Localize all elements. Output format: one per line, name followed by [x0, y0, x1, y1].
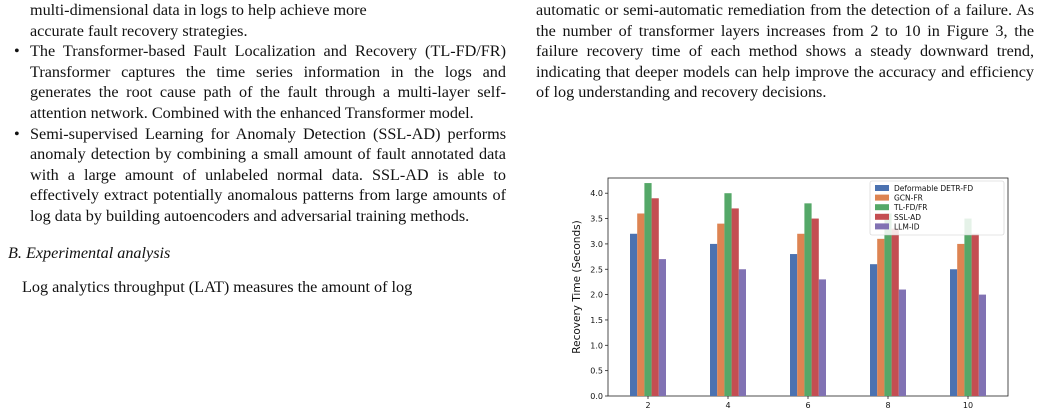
- x-tick-label: 10: [963, 401, 973, 410]
- x-tick-label: 2: [645, 401, 650, 410]
- legend-swatch: [875, 213, 889, 220]
- x-axis-label: Number of Transformer Layers: [728, 409, 888, 410]
- legend-label: Deformable DETR-FD: [894, 184, 973, 193]
- bar: [651, 198, 659, 396]
- bar: [877, 238, 885, 396]
- bar: [658, 259, 666, 396]
- bar: [717, 223, 725, 396]
- y-tick-label: 0.0: [590, 392, 603, 401]
- y-tick-label: 3.0: [590, 240, 603, 249]
- bar: [818, 279, 826, 396]
- bullet-item-tl-fdfr: • The Transformer-based Fault Localizati…: [8, 41, 506, 123]
- left-column: multi-dimensional data in logs to help a…: [8, 0, 506, 298]
- intro-line-2: accurate fault recovery strategies.: [30, 21, 248, 40]
- bullet-icon: •: [14, 124, 20, 143]
- bar: [950, 269, 958, 396]
- bullet-icon: •: [14, 42, 20, 61]
- legend-swatch: [875, 204, 889, 211]
- bar: [738, 269, 746, 396]
- section-heading: B. Experimental analysis: [8, 243, 171, 262]
- y-tick-label: 1.0: [590, 341, 603, 350]
- bar: [978, 294, 986, 396]
- bar: [971, 233, 979, 396]
- bar: [637, 213, 645, 396]
- bar: [884, 213, 892, 396]
- bullet-text: Semi-supervised Learning for Anomaly Det…: [30, 124, 506, 225]
- y-tick-label: 0.5: [590, 367, 603, 376]
- bar: [964, 218, 972, 396]
- bar: [898, 289, 906, 396]
- bar: [630, 233, 638, 396]
- x-tick-label: 8: [885, 401, 890, 410]
- legend-swatch: [875, 185, 889, 191]
- bar: [804, 203, 812, 396]
- bar: [644, 183, 652, 396]
- y-tick-label: 3.5: [590, 215, 603, 224]
- bar: [710, 243, 718, 396]
- legend-label: LLM-ID: [894, 222, 920, 231]
- intro-line-1: multi-dimensional data in logs to help a…: [30, 1, 367, 19]
- body-paragraph: automatic or semi-automatic remediation …: [536, 1, 1034, 102]
- y-axis-label: Recovery Time (Seconds): [571, 220, 583, 353]
- legend-swatch: [875, 223, 889, 230]
- y-tick-label: 2.5: [590, 265, 603, 274]
- legend-label: GCN-FR: [894, 194, 923, 203]
- legend-label: SSL-AD: [894, 213, 921, 222]
- bar: [891, 228, 899, 396]
- x-tick-label: 6: [805, 401, 810, 410]
- x-tick-label: 4: [725, 401, 730, 410]
- bullet-item-ssl-ad: • Semi-supervised Learning for Anomaly D…: [8, 124, 506, 227]
- bar: [811, 218, 819, 396]
- recovery-time-bar-chart: 0.0 0.5 1.0 1.5 2.0 2.5 3.0 3.5 4.0 2 4 6 8 10 Number …: [571, 177, 1009, 410]
- legend-box: [869, 180, 1005, 236]
- y-tick-label: 1.5: [590, 316, 603, 325]
- right-column: automatic or semi-automatic remediation …: [536, 0, 1034, 103]
- bullet-text: The Transformer-based Fault Localization…: [30, 42, 506, 122]
- bar: [790, 254, 798, 396]
- bar: [957, 243, 965, 396]
- y-tick-label: 2.0: [590, 291, 603, 300]
- bar: [797, 233, 805, 396]
- bar: [724, 193, 732, 396]
- bar: [731, 208, 739, 396]
- bar: [870, 264, 878, 396]
- legend-swatch: [875, 194, 889, 201]
- legend-label: TL-FD/FR: [893, 203, 927, 212]
- paragraph-start: Log analytics throughput (LAT) measures …: [22, 278, 413, 297]
- y-tick-label: 4.0: [590, 189, 603, 198]
